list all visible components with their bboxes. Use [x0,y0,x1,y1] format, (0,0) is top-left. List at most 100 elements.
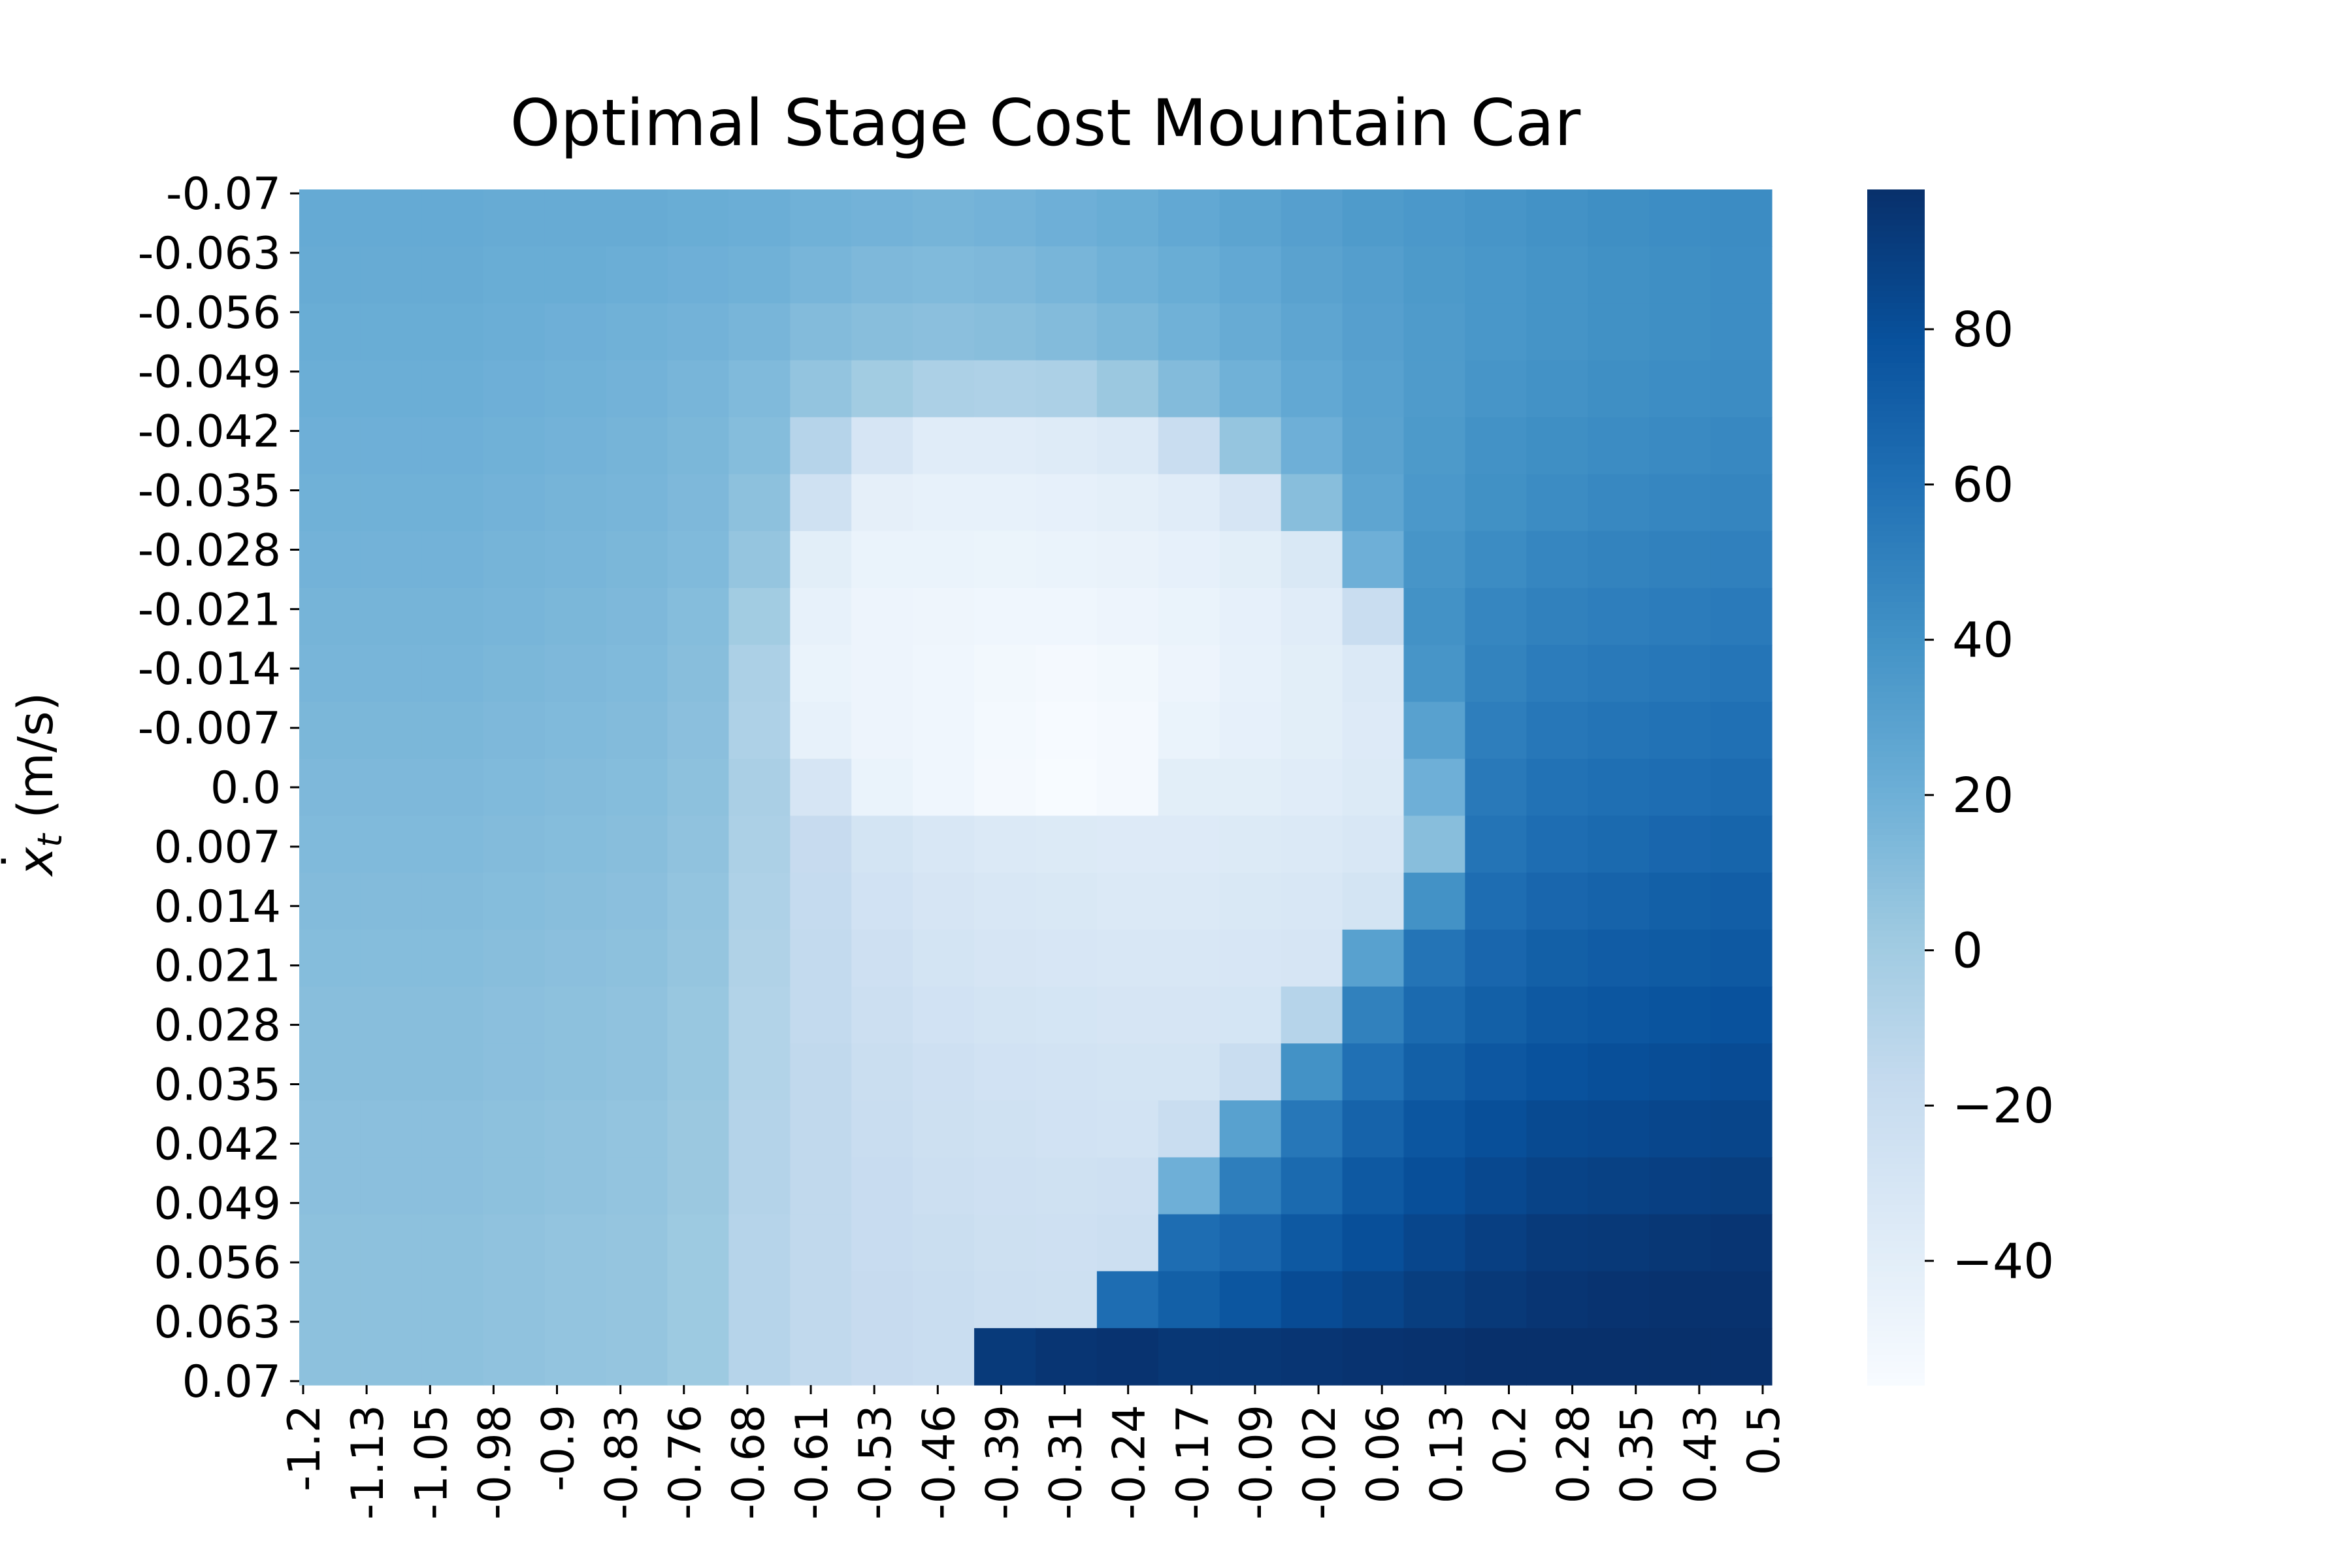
colorbar-segment [1867,1128,1925,1135]
heatmap-cell [483,531,546,589]
heatmap-cell [790,987,852,1044]
heatmap-cell [1158,588,1220,645]
x-tick-label: -1.13 [342,1405,394,1520]
heatmap-cell [974,417,1036,475]
colorbar-segment [1867,590,1925,596]
colorbar-segment [1867,1062,1925,1069]
heatmap-cell [913,872,975,930]
heatmap-cell [483,246,546,304]
colorbar-segment [1867,1230,1925,1237]
colorbar-segment [1867,625,1925,632]
heatmap-cell [1036,815,1098,874]
heatmap-cell [1281,929,1343,987]
heatmap-cell [1219,360,1282,418]
y-tick-label: -0.042 [138,406,281,458]
heatmap-cell [913,1157,975,1215]
heatmap-cell [360,531,423,589]
heatmap-cell [299,872,361,930]
heatmap-cell [1342,360,1405,418]
heatmap-cell [483,815,546,874]
colorbar-segment [1867,1241,1925,1249]
colorbar-segment [1867,757,1925,764]
heatmap-cell [728,1271,791,1329]
heatmap-cell [974,929,1036,987]
heatmap-cell [1588,645,1650,702]
heatmap-cell [1403,987,1466,1044]
heatmap-cell [1281,872,1343,930]
heatmap-cell [1526,303,1588,361]
heatmap-cell [1219,474,1282,532]
colorbar-segment [1867,482,1925,489]
colorbar-segment [1867,960,1925,968]
heatmap-cell [1403,189,1466,247]
x-tick-label: 0.35 [1612,1405,1663,1503]
heatmap-cell [360,1214,423,1272]
colorbar-segment [1867,302,1925,310]
colorbar-segment [1867,518,1925,525]
colorbar-segment [1867,422,1925,429]
colorbar-segment [1867,315,1925,322]
colorbar-segment [1867,1343,1925,1350]
heatmap-cell [483,417,546,475]
colorbar-segment [1867,924,1925,932]
colorbar-segment [1867,817,1925,824]
heatmap-cell [1710,246,1772,304]
heatmap-cell [1342,246,1405,304]
heatmap-cell [1588,588,1650,645]
heatmap-cell [1219,588,1282,645]
colorbar-segment [1867,578,1925,585]
heatmap-cell [728,189,791,247]
heatmap-cell [1342,702,1405,760]
heatmap-cell [1526,1043,1588,1101]
y-tick-label: -0.063 [138,228,281,280]
heatmap-cell [974,702,1036,760]
heatmap-cell [1342,1043,1405,1101]
colorbar-segment [1867,949,1925,955]
colorbar-segment [1867,996,1925,1004]
colorbar-segment [1867,1044,1925,1051]
heatmap-cell [421,645,484,702]
colorbar-segment [1867,733,1925,740]
colorbar-segment [1867,338,1925,346]
colorbar-segment [1867,1169,1925,1177]
heatmap-cell [1342,588,1405,645]
colorbar-segment [1867,344,1925,351]
x-tick-label: -0.02 [1294,1405,1346,1520]
heatmap-cell [421,189,484,247]
heatmap-cell [1649,474,1711,532]
colorbar-segment [1867,399,1925,406]
heatmap-cell [1342,815,1405,874]
heatmap-cell [299,1157,361,1215]
heatmap-cell [974,987,1036,1044]
heatmap-cell [913,531,975,589]
heatmap-cell [1403,531,1466,589]
heatmap-cell [913,1100,975,1158]
colorbar-segment [1867,1301,1925,1308]
colorbar-segment [1867,1080,1925,1087]
colorbar-segment [1867,638,1925,645]
heatmap-cell [483,759,546,817]
heatmap-cell [1526,645,1588,702]
heatmap-cell [1158,189,1220,247]
colorbar-segment [1867,237,1925,244]
colorbar-segment [1867,847,1925,854]
heatmap-cells [299,189,1772,1386]
heatmap-cell [1403,474,1466,532]
colorbar-segment [1867,1175,1925,1183]
heatmap-cell [421,929,484,987]
colorbar-segment [1867,321,1925,328]
y-tick-label: 0.042 [154,1119,281,1170]
colorbar-segment [1867,434,1925,442]
heatmap-cell [1465,588,1527,645]
heatmap-cell [790,1157,852,1215]
colorbar-segment [1867,811,1925,818]
heatmap-cell [1465,872,1527,930]
heatmap-cell [851,759,913,817]
heatmap-cell [1342,872,1405,930]
heatmap-cell [299,417,361,475]
heatmap-cell [851,1271,913,1329]
heatmap-cell [1710,1271,1772,1329]
heatmap-cell [1403,1043,1466,1101]
heatmap-cell [790,702,852,760]
colorbar-segment [1867,805,1925,812]
